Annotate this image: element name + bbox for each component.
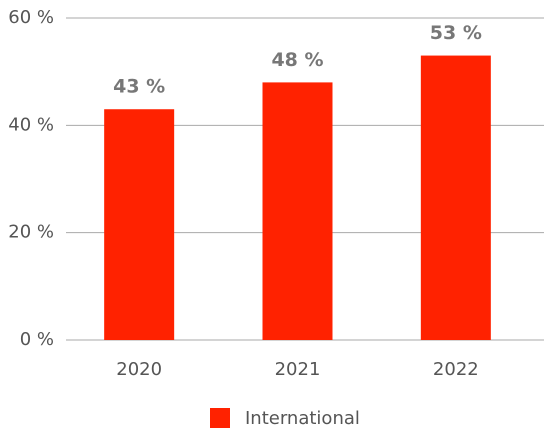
value-label: 43 % bbox=[113, 76, 165, 98]
legend-swatch bbox=[210, 408, 230, 428]
legend-label: International bbox=[245, 408, 360, 429]
value-label: 48 % bbox=[271, 49, 323, 71]
x-tick-label: 2022 bbox=[433, 359, 479, 380]
y-tick-label: 60 % bbox=[8, 7, 54, 28]
y-tick-label: 0 % bbox=[20, 329, 54, 350]
bar bbox=[420, 55, 491, 341]
bar bbox=[262, 82, 333, 341]
x-tick-label: 2021 bbox=[275, 359, 321, 380]
y-tick-label: 40 % bbox=[8, 114, 54, 135]
y-tick-label: 20 % bbox=[8, 222, 54, 243]
x-tick-label: 2020 bbox=[116, 359, 162, 380]
bar bbox=[104, 109, 175, 340]
value-label: 53 % bbox=[430, 22, 482, 44]
